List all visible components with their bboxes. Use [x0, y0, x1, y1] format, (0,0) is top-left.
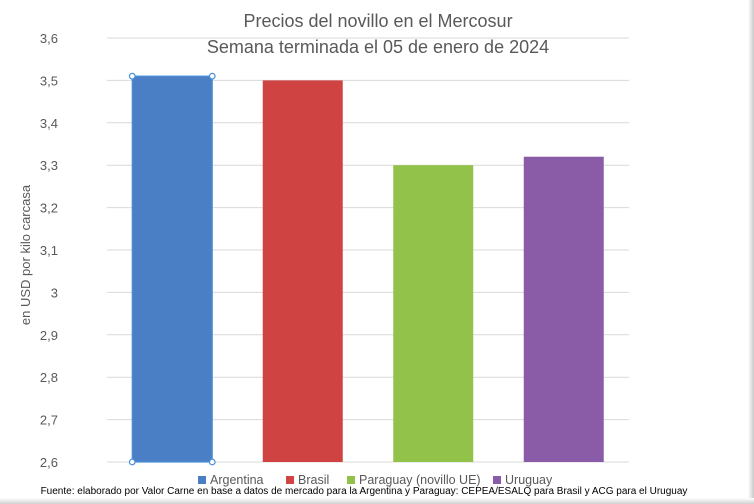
y-tick-label: 3,6 [40, 31, 58, 46]
source-note: Fuente: elaborado por Valor Carne en bas… [41, 486, 688, 497]
legend-item-3[interactable]: Paraguay (novillo UE) [347, 473, 481, 487]
legend-swatch [198, 476, 206, 484]
y-tick-label: 2,9 [40, 328, 58, 343]
bar-1[interactable] [132, 76, 213, 462]
selection-handle[interactable] [208, 72, 216, 80]
legend-swatch [347, 476, 355, 484]
legend-label: Paraguay (novillo UE) [359, 473, 481, 487]
y-tick-label: 3 [51, 285, 58, 300]
selection-handle[interactable] [128, 458, 136, 466]
legend-item-2[interactable]: Brasil [286, 473, 329, 487]
bar-2[interactable] [262, 80, 343, 463]
legend-swatch [493, 476, 501, 484]
selection-handle[interactable] [128, 72, 136, 80]
y-tick-label: 2,6 [40, 455, 58, 470]
chart-subtitle: Semana terminada el 05 de enero de 2024 [207, 37, 549, 57]
y-axis-label: en USD por kilo carcasa [18, 184, 33, 325]
y-tick-label: 2,7 [40, 413, 58, 428]
selection-handle[interactable] [208, 458, 216, 466]
selection-outline [131, 75, 213, 463]
window-edge-bottom [0, 498, 754, 504]
legend-item-4[interactable]: Uruguay [493, 473, 553, 487]
y-tick-label: 3,2 [40, 201, 58, 216]
bars[interactable] [128, 72, 604, 466]
bar-3[interactable] [393, 165, 474, 462]
legend-item-1[interactable]: Argentina [198, 473, 264, 487]
legend-label: Uruguay [505, 473, 553, 487]
y-tick-label: 3,4 [40, 116, 58, 131]
legend-label: Brasil [298, 473, 329, 487]
y-tick-label: 2,8 [40, 370, 58, 385]
y-axis-ticks: 2,6 2,7 2,8 2,9 3 3,1 3,2 3,3 3,4 3,5 3,6 [40, 31, 58, 470]
legend[interactable]: Argentina Brasil Paraguay (novillo UE) Urug… [198, 473, 553, 487]
legend-label: Argentina [210, 473, 264, 487]
window-edge-right [748, 0, 754, 504]
y-tick-label: 3,1 [40, 243, 58, 258]
y-tick-label: 3,3 [40, 158, 58, 173]
bar-4[interactable] [523, 156, 604, 462]
chart-title: Precios del novillo en el Mercosur [243, 11, 512, 31]
y-tick-label: 3,5 [40, 73, 58, 88]
legend-swatch [286, 476, 294, 484]
